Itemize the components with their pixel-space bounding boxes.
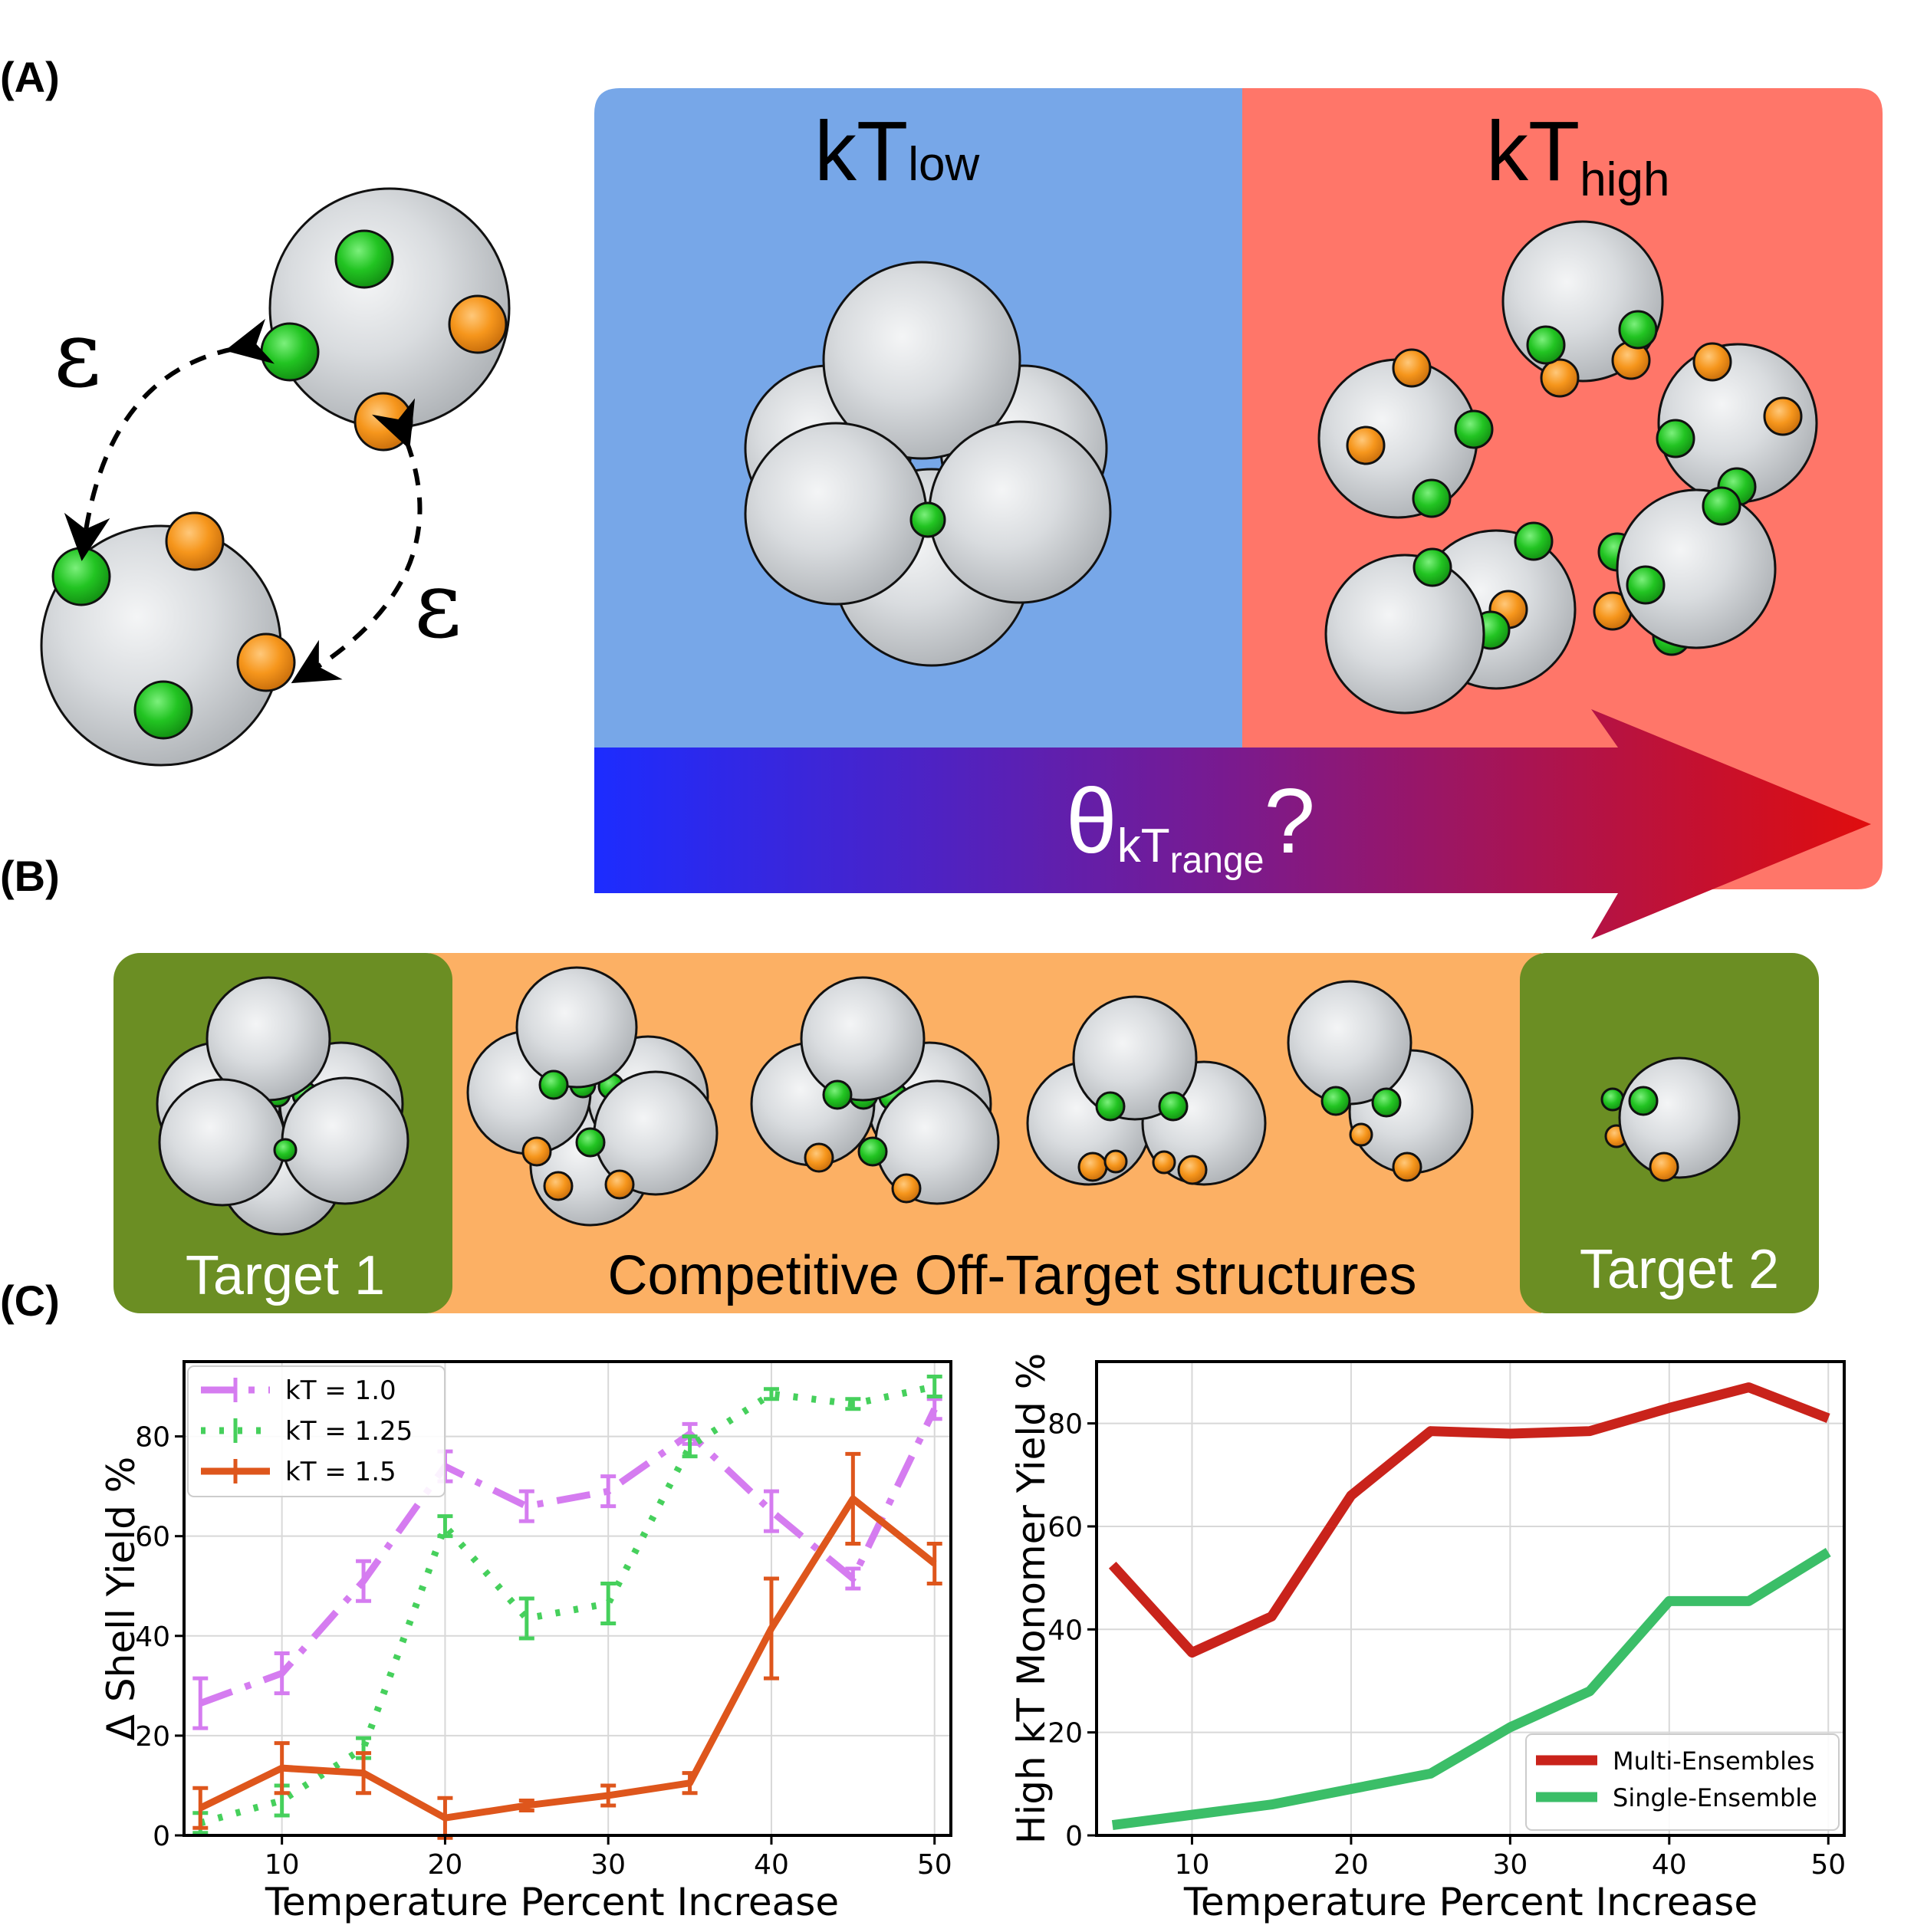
series-line <box>1111 1548 1831 1831</box>
green-patch <box>133 680 193 740</box>
x-tick-label: 30 <box>1492 1849 1528 1881</box>
x-tick-label: 10 <box>1175 1849 1210 1881</box>
chart-frame <box>183 1360 952 1837</box>
epsilon-label: ε <box>54 301 101 408</box>
series-line <box>199 1383 936 1827</box>
series-line <box>1108 1382 1830 1658</box>
green-patch <box>260 322 320 382</box>
chart-ticks: 10 20 30 40 50 0 20 40 60 80 <box>1047 1409 1846 1881</box>
orange-patch <box>354 392 413 452</box>
panel-label-a: (A) <box>0 53 60 101</box>
x-tick-label: 40 <box>1652 1849 1687 1881</box>
chart-ticks: 10 20 30 40 50 0 20 40 60 80 <box>135 1422 952 1881</box>
green-patch <box>334 229 394 289</box>
x-tick-label: 40 <box>754 1849 789 1881</box>
legend: Multi-Ensembles Single-Ensemble <box>1525 1733 1840 1831</box>
orange-patch <box>165 511 225 571</box>
orange-patch <box>448 294 508 354</box>
target1-label: Target 1 <box>186 1245 385 1306</box>
series-line <box>199 1495 937 1822</box>
chart-monomer-yield: 10 20 30 40 50 0 20 40 60 80 Temperature Percent … <box>1009 1353 1846 1924</box>
binding-arrow <box>64 318 275 561</box>
panel-a-temperature-box: kTlow kThigh <box>594 88 1883 939</box>
y-axis-label: Δ Shell Yield % <box>99 1457 143 1740</box>
chart-series <box>1108 1382 1831 1831</box>
x-axis-label: Temperature Percent Increase <box>265 1880 839 1924</box>
legend: kT = 1.0 kT = 1.25 kT = 1.5 <box>187 1365 446 1497</box>
y-tick-label: 80 <box>135 1422 170 1454</box>
x-axis-label: Temperature Percent Increase <box>1183 1880 1758 1924</box>
legend-label: kT = 1.0 <box>285 1375 396 1406</box>
legend-box <box>1525 1733 1840 1831</box>
panel-label-b: (B) <box>0 852 60 900</box>
panel-a-monomers: ε ε <box>40 187 511 767</box>
chart-frame <box>1095 1360 1846 1837</box>
legend-label: Multi-Ensembles <box>1613 1746 1814 1776</box>
target1-shell <box>156 976 409 1236</box>
y-tick-label: 60 <box>135 1522 170 1553</box>
binding-arrow <box>291 398 423 684</box>
chart-shell-yield: 10 20 30 40 50 0 20 40 60 80 Temperature Percent … <box>99 1360 952 1924</box>
y-tick-label: 40 <box>1047 1615 1083 1646</box>
legend-box <box>187 1365 446 1497</box>
legend-label: kT = 1.5 <box>285 1457 396 1487</box>
kt-low-label: kTlow <box>814 104 979 199</box>
series-line <box>199 1407 938 1707</box>
target2-monomer <box>1600 1056 1741 1182</box>
temperature-range-arrow <box>594 709 1871 939</box>
y-tick-label: 60 <box>1047 1512 1083 1543</box>
y-axis-label: High kT Monomer Yield % <box>1009 1353 1054 1845</box>
offtarget-structure <box>750 976 1000 1205</box>
y-tick-label: 20 <box>1047 1718 1083 1750</box>
offtarget-structure <box>466 966 719 1227</box>
target2-label: Target 2 <box>1580 1239 1779 1300</box>
x-tick-label: 50 <box>1810 1849 1846 1881</box>
legend-label: Single-Ensemble <box>1613 1783 1817 1812</box>
kt-high-label: kThigh <box>1486 104 1669 206</box>
offtarget-structure <box>1287 980 1474 1182</box>
panel-label-c: (C) <box>0 1276 60 1325</box>
x-tick-label: 20 <box>1334 1849 1369 1881</box>
theta-label: θkTrange? <box>1066 770 1315 881</box>
dissociated-monomers <box>1317 220 1818 715</box>
y-tick-label: 20 <box>135 1721 170 1753</box>
legend-label: kT = 1.25 <box>285 1416 413 1447</box>
x-tick-label: 10 <box>265 1849 300 1881</box>
x-tick-label: 20 <box>428 1849 463 1881</box>
panel-b-structures: Target 1 Competitive Off-Target structur… <box>113 953 1819 1313</box>
offtarget-label: Competitive Off-Target structures <box>607 1245 1416 1306</box>
x-tick-label: 30 <box>590 1849 626 1881</box>
y-tick-label: 80 <box>1047 1409 1083 1441</box>
green-patch <box>51 547 111 606</box>
orange-patch <box>236 632 296 692</box>
offtarget-structure <box>1026 995 1267 1186</box>
y-tick-label: 0 <box>153 1821 170 1852</box>
y-tick-label: 0 <box>1065 1821 1083 1852</box>
x-tick-label: 50 <box>917 1849 952 1881</box>
y-tick-label: 40 <box>135 1622 170 1653</box>
epsilon-label: ε <box>414 552 462 659</box>
assembled-shell <box>744 261 1112 667</box>
